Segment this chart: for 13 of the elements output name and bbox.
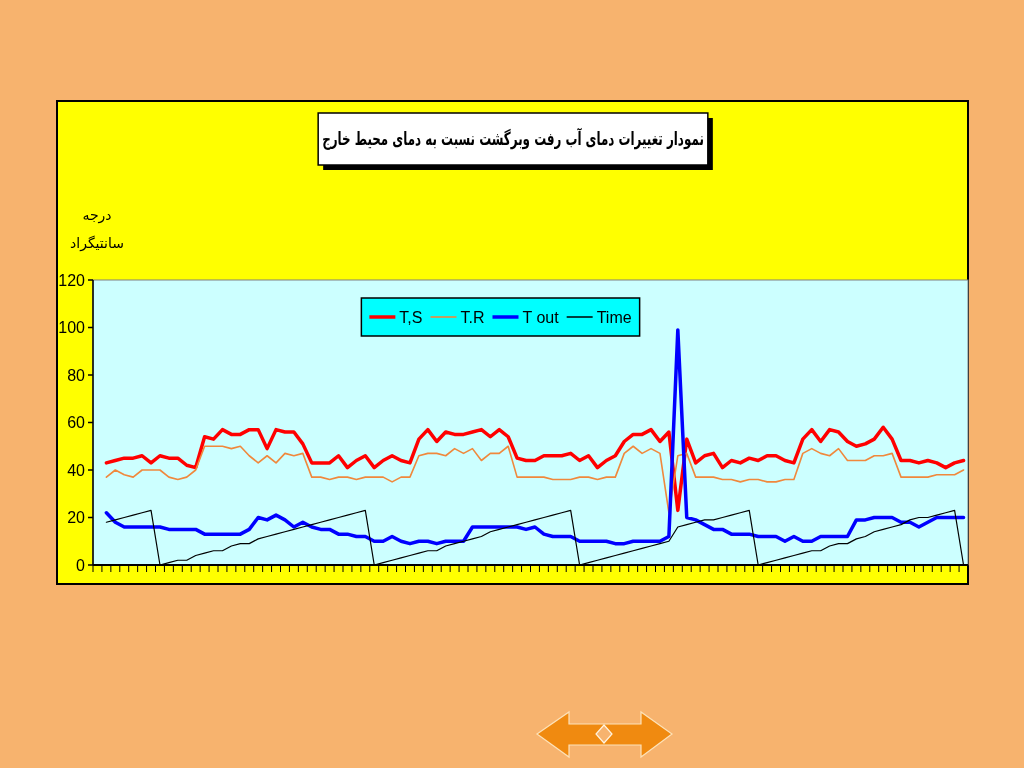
y-tick-label: 120	[58, 271, 86, 289]
y-tick-label: 100	[58, 319, 86, 336]
chart-title: نمودار تغییرات دمای آب رفت وبرگشت نسبت به دمای محیط خارج	[322, 127, 704, 150]
legend-label: T.R	[460, 308, 485, 326]
y-tick-label: 60	[67, 414, 86, 431]
y-tick-label: 80	[67, 366, 86, 384]
y-tick-label: 0	[76, 556, 86, 574]
legend-label: Time	[596, 308, 632, 326]
legend-label: T out	[522, 308, 560, 326]
y-tick-label: 20	[67, 509, 86, 526]
legend-label: T,S	[399, 308, 423, 326]
y-tick-label: 40	[67, 461, 86, 479]
y-axis-title: درجه سانتیگراد	[70, 207, 124, 252]
